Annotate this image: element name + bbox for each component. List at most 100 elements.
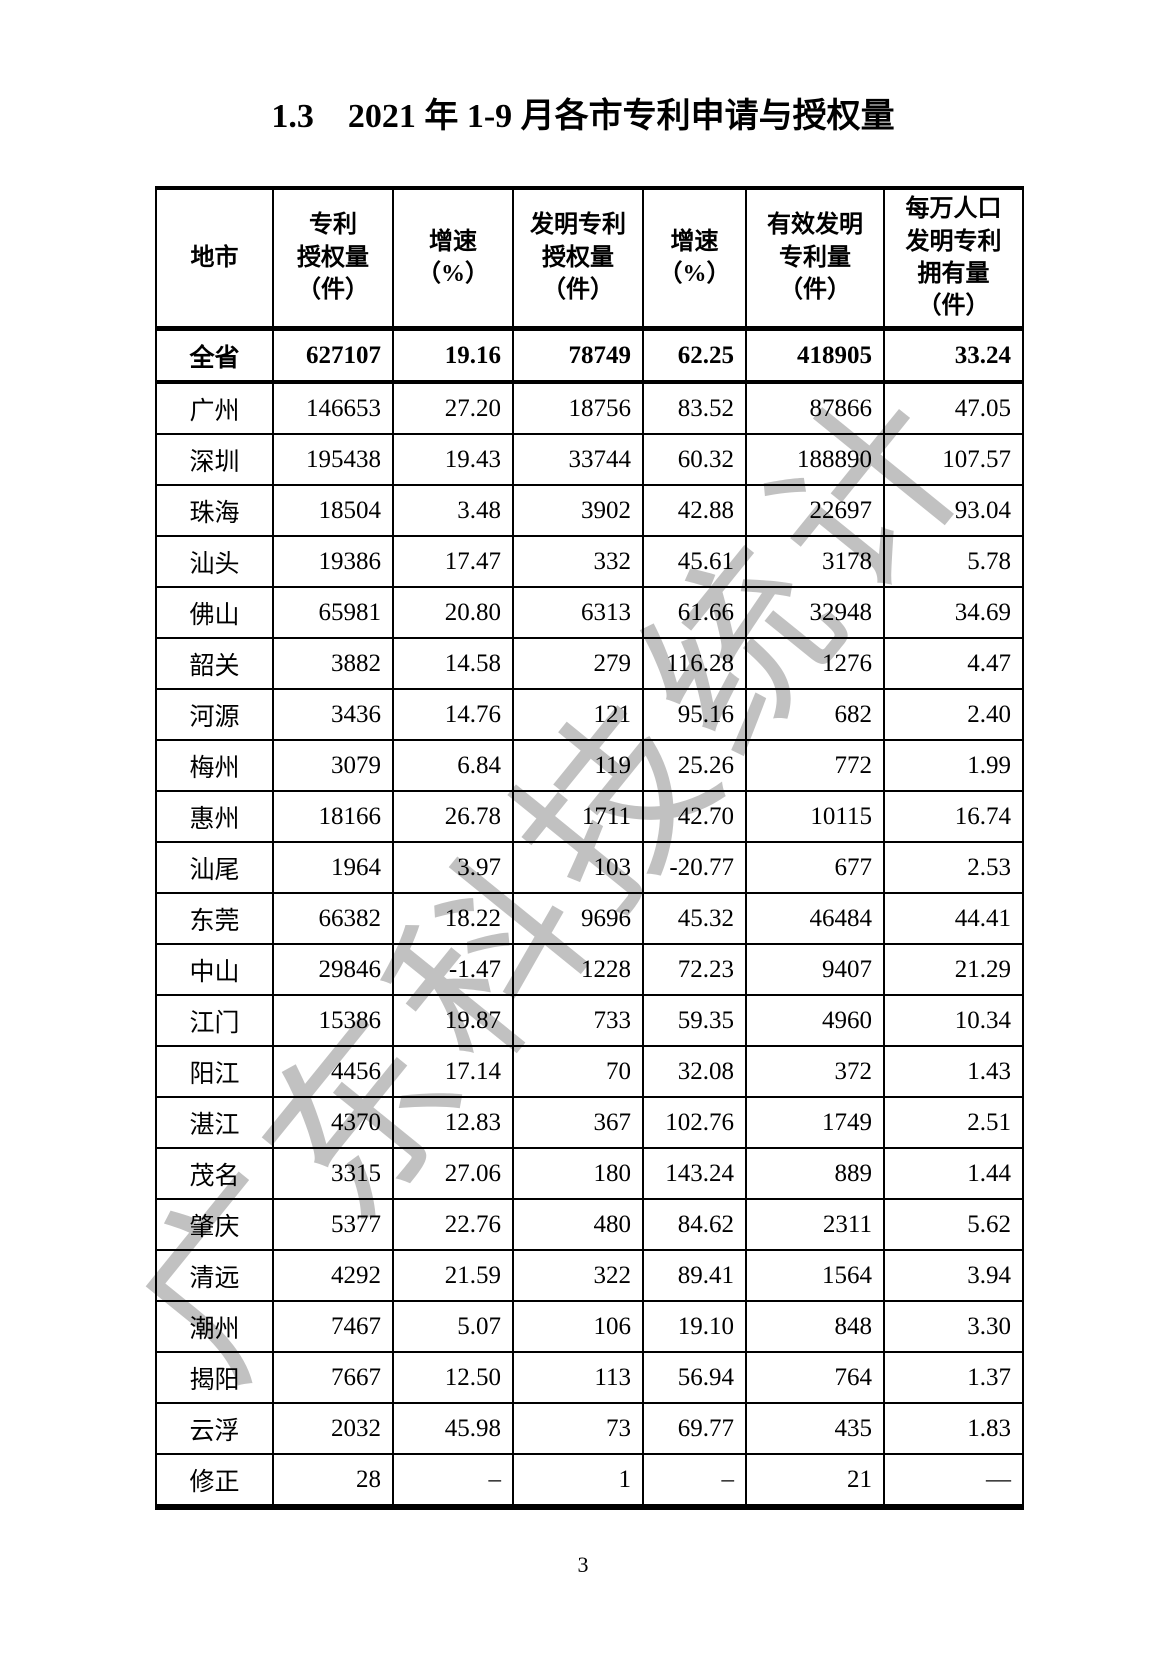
value-cell: 5.62: [883, 1198, 1024, 1251]
city-cell: 汕尾: [155, 841, 274, 894]
value-cell: 59.35: [642, 994, 747, 1047]
table-row: 佛山 65981 20.80 6313 61.66 32948 34.69: [155, 586, 1024, 639]
city-cell: 茂名: [155, 1147, 274, 1200]
table-row: 广州 146653 27.20 18756 83.52 87866 47.05: [155, 381, 1024, 435]
value-cell: 42.88: [642, 484, 747, 537]
value-cell: –: [642, 1453, 747, 1508]
value-cell: 60.32: [642, 433, 747, 486]
city-cell: 揭阳: [155, 1351, 274, 1404]
table-row: 梅州 3079 6.84 119 25.26 772 1.99: [155, 739, 1024, 792]
table-row: 阳江 4456 17.14 70 32.08 372 1.43: [155, 1045, 1024, 1098]
value-cell: 2311: [745, 1198, 885, 1251]
value-cell: 6.84: [392, 739, 514, 792]
value-cell: 62.25: [642, 327, 747, 384]
table-row: 清远 4292 21.59 322 89.41 1564 3.94: [155, 1249, 1024, 1302]
value-cell: 12.50: [392, 1351, 514, 1404]
table-row: 汕尾 1964 3.97 103 -20.77 677 2.53: [155, 841, 1024, 894]
value-cell: –: [392, 1453, 514, 1508]
value-cell: 119: [512, 739, 644, 792]
column-header-valid-inventions: 有效发明 专利量 （件）: [745, 187, 885, 331]
city-cell: 佛山: [155, 586, 274, 639]
city-cell: 肇庆: [155, 1198, 274, 1251]
table-body: 全省 627107 19.16 78749 62.25 418905 33.24 广州 1466…: [155, 327, 1024, 1508]
value-cell: 3315: [272, 1147, 394, 1200]
value-cell: 12.83: [392, 1096, 514, 1149]
value-cell: 3902: [512, 484, 644, 537]
value-cell: 107.57: [883, 433, 1024, 486]
value-cell: 367: [512, 1096, 644, 1149]
value-cell: 322: [512, 1249, 644, 1302]
city-cell: 阳江: [155, 1045, 274, 1098]
city-cell: 深圳: [155, 433, 274, 486]
table-row: 揭阳 7667 12.50 113 56.94 764 1.37: [155, 1351, 1024, 1404]
value-cell: 1711: [512, 790, 644, 843]
value-cell: 3436: [272, 688, 394, 741]
value-cell: 435: [745, 1402, 885, 1455]
value-cell: 5.78: [883, 535, 1024, 588]
value-cell: 66382: [272, 892, 394, 945]
value-cell: 10.34: [883, 994, 1024, 1047]
value-cell: 113: [512, 1351, 644, 1404]
value-cell: 102.76: [642, 1096, 747, 1149]
value-cell: 1.43: [883, 1045, 1024, 1098]
value-cell: 29846: [272, 943, 394, 996]
table-row: 惠州 18166 26.78 1711 42.70 10115 16.74: [155, 790, 1024, 843]
table-row: 东莞 66382 18.22 9696 45.32 46484 44.41: [155, 892, 1024, 945]
value-cell: 3.97: [392, 841, 514, 894]
value-cell: 78749: [512, 327, 644, 384]
value-cell: 32948: [745, 586, 885, 639]
value-cell: 27.06: [392, 1147, 514, 1200]
value-cell: 15386: [272, 994, 394, 1047]
value-cell: 4.47: [883, 637, 1024, 690]
city-cell: 梅州: [155, 739, 274, 792]
table-row: 韶关 3882 14.58 279 116.28 1276 4.47: [155, 637, 1024, 690]
column-header-growth-1: 增速 （%）: [392, 187, 514, 331]
city-cell: 修正: [155, 1453, 274, 1508]
value-cell: 84.62: [642, 1198, 747, 1251]
section-title: 1.3 2021 年 1-9 月各市专利申请与授权量: [271, 98, 895, 135]
page-number: 3: [577, 1552, 589, 1577]
value-cell: 18756: [512, 381, 644, 435]
value-cell: 45.98: [392, 1402, 514, 1455]
value-cell: 103: [512, 841, 644, 894]
city-cell: 湛江: [155, 1096, 274, 1149]
table-header-row: 地市 专利 授权量 （件） 增速 （%） 发明专利 授权量 （件） 增速 （%）…: [155, 187, 1024, 331]
value-cell: 47.05: [883, 381, 1024, 435]
value-cell: 1.44: [883, 1147, 1024, 1200]
value-cell: 733: [512, 994, 644, 1047]
value-cell: 143.24: [642, 1147, 747, 1200]
value-cell: 3.94: [883, 1249, 1024, 1302]
value-cell: 1964: [272, 841, 394, 894]
value-cell: 2.53: [883, 841, 1024, 894]
value-cell: 279: [512, 637, 644, 690]
value-cell: 28: [272, 1453, 394, 1508]
table-row: 全省 627107 19.16 78749 62.25 418905 33.24: [155, 327, 1024, 384]
value-cell: 26.78: [392, 790, 514, 843]
value-cell: 1.83: [883, 1402, 1024, 1455]
city-cell: 全省: [155, 327, 274, 384]
city-cell: 惠州: [155, 790, 274, 843]
value-cell: 5.07: [392, 1300, 514, 1353]
value-cell: 195438: [272, 433, 394, 486]
city-cell: 珠海: [155, 484, 274, 537]
value-cell: 2.51: [883, 1096, 1024, 1149]
value-cell: 10115: [745, 790, 885, 843]
value-cell: 14.58: [392, 637, 514, 690]
city-cell: 江门: [155, 994, 274, 1047]
value-cell: 33744: [512, 433, 644, 486]
value-cell: 25.26: [642, 739, 747, 792]
value-cell: 18504: [272, 484, 394, 537]
value-cell: 146653: [272, 381, 394, 435]
value-cell: 682: [745, 688, 885, 741]
value-cell: 18166: [272, 790, 394, 843]
city-cell: 广州: [155, 381, 274, 435]
value-cell: 45.61: [642, 535, 747, 588]
table-row: 修正 28–1–21—: [155, 1453, 1024, 1508]
city-cell: 河源: [155, 688, 274, 741]
value-cell: 16.74: [883, 790, 1024, 843]
value-cell: 3.30: [883, 1300, 1024, 1353]
value-cell: 27.20: [392, 381, 514, 435]
table-row: 潮州 7467 5.07 106 19.10 848 3.30: [155, 1300, 1024, 1353]
value-cell: 1749: [745, 1096, 885, 1149]
